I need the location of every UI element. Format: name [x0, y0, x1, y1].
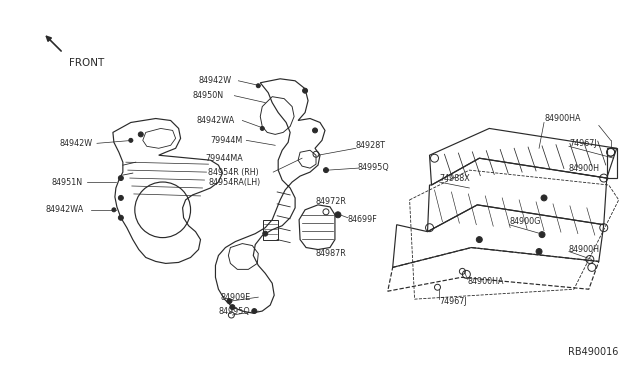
Text: 84909E: 84909E: [220, 293, 251, 302]
Circle shape: [252, 309, 257, 314]
Text: 74967J: 74967J: [440, 296, 467, 306]
Text: 84954R (RH): 84954R (RH): [209, 168, 259, 177]
Circle shape: [129, 138, 133, 142]
Text: 84951N: 84951N: [51, 177, 83, 186]
Circle shape: [112, 208, 116, 212]
Circle shape: [323, 168, 328, 173]
Circle shape: [541, 195, 547, 201]
Circle shape: [256, 84, 260, 88]
Text: 74967J: 74967J: [569, 139, 596, 148]
Text: 84972R: 84972R: [315, 198, 346, 206]
Circle shape: [227, 299, 232, 304]
Text: 84942WA: 84942WA: [196, 116, 235, 125]
Circle shape: [118, 195, 124, 201]
Text: 84942W: 84942W: [198, 76, 232, 85]
Text: RB490016: RB490016: [568, 347, 619, 357]
Bar: [263, 220, 278, 240]
Circle shape: [312, 128, 317, 133]
Text: 84900HA: 84900HA: [544, 114, 580, 123]
Text: 84900HA: 84900HA: [467, 277, 504, 286]
Circle shape: [230, 305, 235, 310]
Circle shape: [476, 237, 483, 243]
Text: 84900H: 84900H: [569, 164, 600, 173]
Text: 84995Q: 84995Q: [218, 307, 250, 315]
Text: 84954RA(LH): 84954RA(LH): [209, 177, 260, 186]
Text: 84928T: 84928T: [356, 141, 386, 150]
Circle shape: [335, 212, 341, 218]
Text: 84987R: 84987R: [315, 249, 346, 258]
Text: 84699F: 84699F: [348, 215, 378, 224]
Circle shape: [118, 215, 124, 220]
Circle shape: [303, 88, 308, 93]
Text: 74988X: 74988X: [440, 174, 470, 183]
Circle shape: [260, 126, 264, 131]
Text: 79944M: 79944M: [211, 136, 243, 145]
Circle shape: [138, 132, 143, 137]
Text: FRONT: FRONT: [69, 58, 104, 68]
Text: 84995Q: 84995Q: [358, 163, 390, 171]
Text: 84900H: 84900H: [569, 245, 600, 254]
Text: 84950N: 84950N: [193, 91, 224, 100]
Circle shape: [536, 248, 542, 254]
Text: 79944MA: 79944MA: [205, 154, 243, 163]
Circle shape: [118, 176, 124, 180]
Circle shape: [263, 231, 268, 236]
Circle shape: [539, 232, 545, 238]
Text: 84942W: 84942W: [59, 139, 92, 148]
Text: 84942WA: 84942WA: [45, 205, 83, 214]
Text: 84900G: 84900G: [509, 217, 541, 226]
